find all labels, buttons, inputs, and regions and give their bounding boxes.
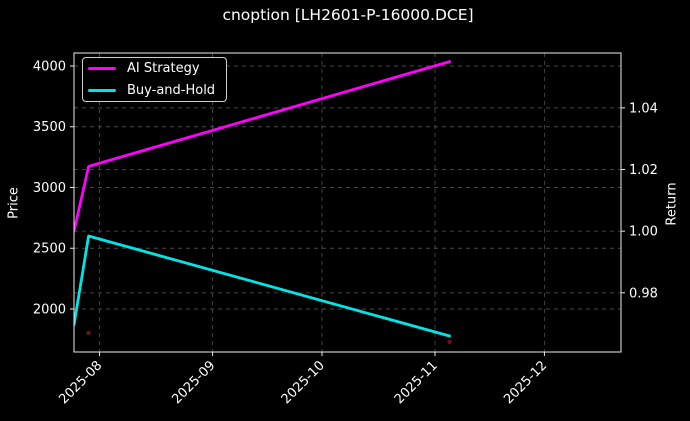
right-tick-label: 0.98 [629, 286, 658, 301]
right-tick-label: 1.00 [629, 225, 658, 240]
series-line-buy-and-hold [74, 234, 452, 338]
trade-marker-dot [447, 339, 452, 345]
left-tick-label: 3000 [33, 181, 66, 196]
legend-entry-ai-strategy: AI Strategy [88, 59, 226, 78]
x-tick-label: 2025-12 [501, 358, 550, 407]
x-tick-label: 2025-08 [56, 358, 105, 407]
left-tick-label: 2000 [33, 302, 66, 317]
series-line-ai-strategy [74, 60, 452, 233]
chart-title: cnoption [LH2601-P-16000.DCE] [222, 6, 474, 24]
left-tick-label: 3500 [33, 120, 66, 135]
right-tick-label: 1.02 [629, 163, 658, 178]
x-tick-label: 2025-09 [169, 358, 218, 407]
trade-marker-dot [86, 330, 91, 336]
x-tick-label: 2025-10 [279, 358, 328, 407]
legend-line-sample-buy-and-hold [88, 89, 116, 92]
legend-line-sample-ai-strategy [88, 67, 116, 70]
x-tick-label: 2025-11 [392, 358, 441, 407]
legend-entry-buy-and-hold: Buy-and-Hold [88, 81, 226, 100]
left-tick-label: 4000 [33, 60, 66, 75]
right-tick-label: 1.04 [629, 101, 658, 116]
legend-label-buy-and-hold: Buy-and-Hold [127, 83, 216, 98]
left-tick-label: 2500 [33, 242, 66, 257]
legend: AI Strategy Buy-and-Hold [82, 57, 227, 102]
legend-label-ai-strategy: AI Strategy [127, 61, 200, 76]
axes-spine-box [73, 52, 622, 353]
